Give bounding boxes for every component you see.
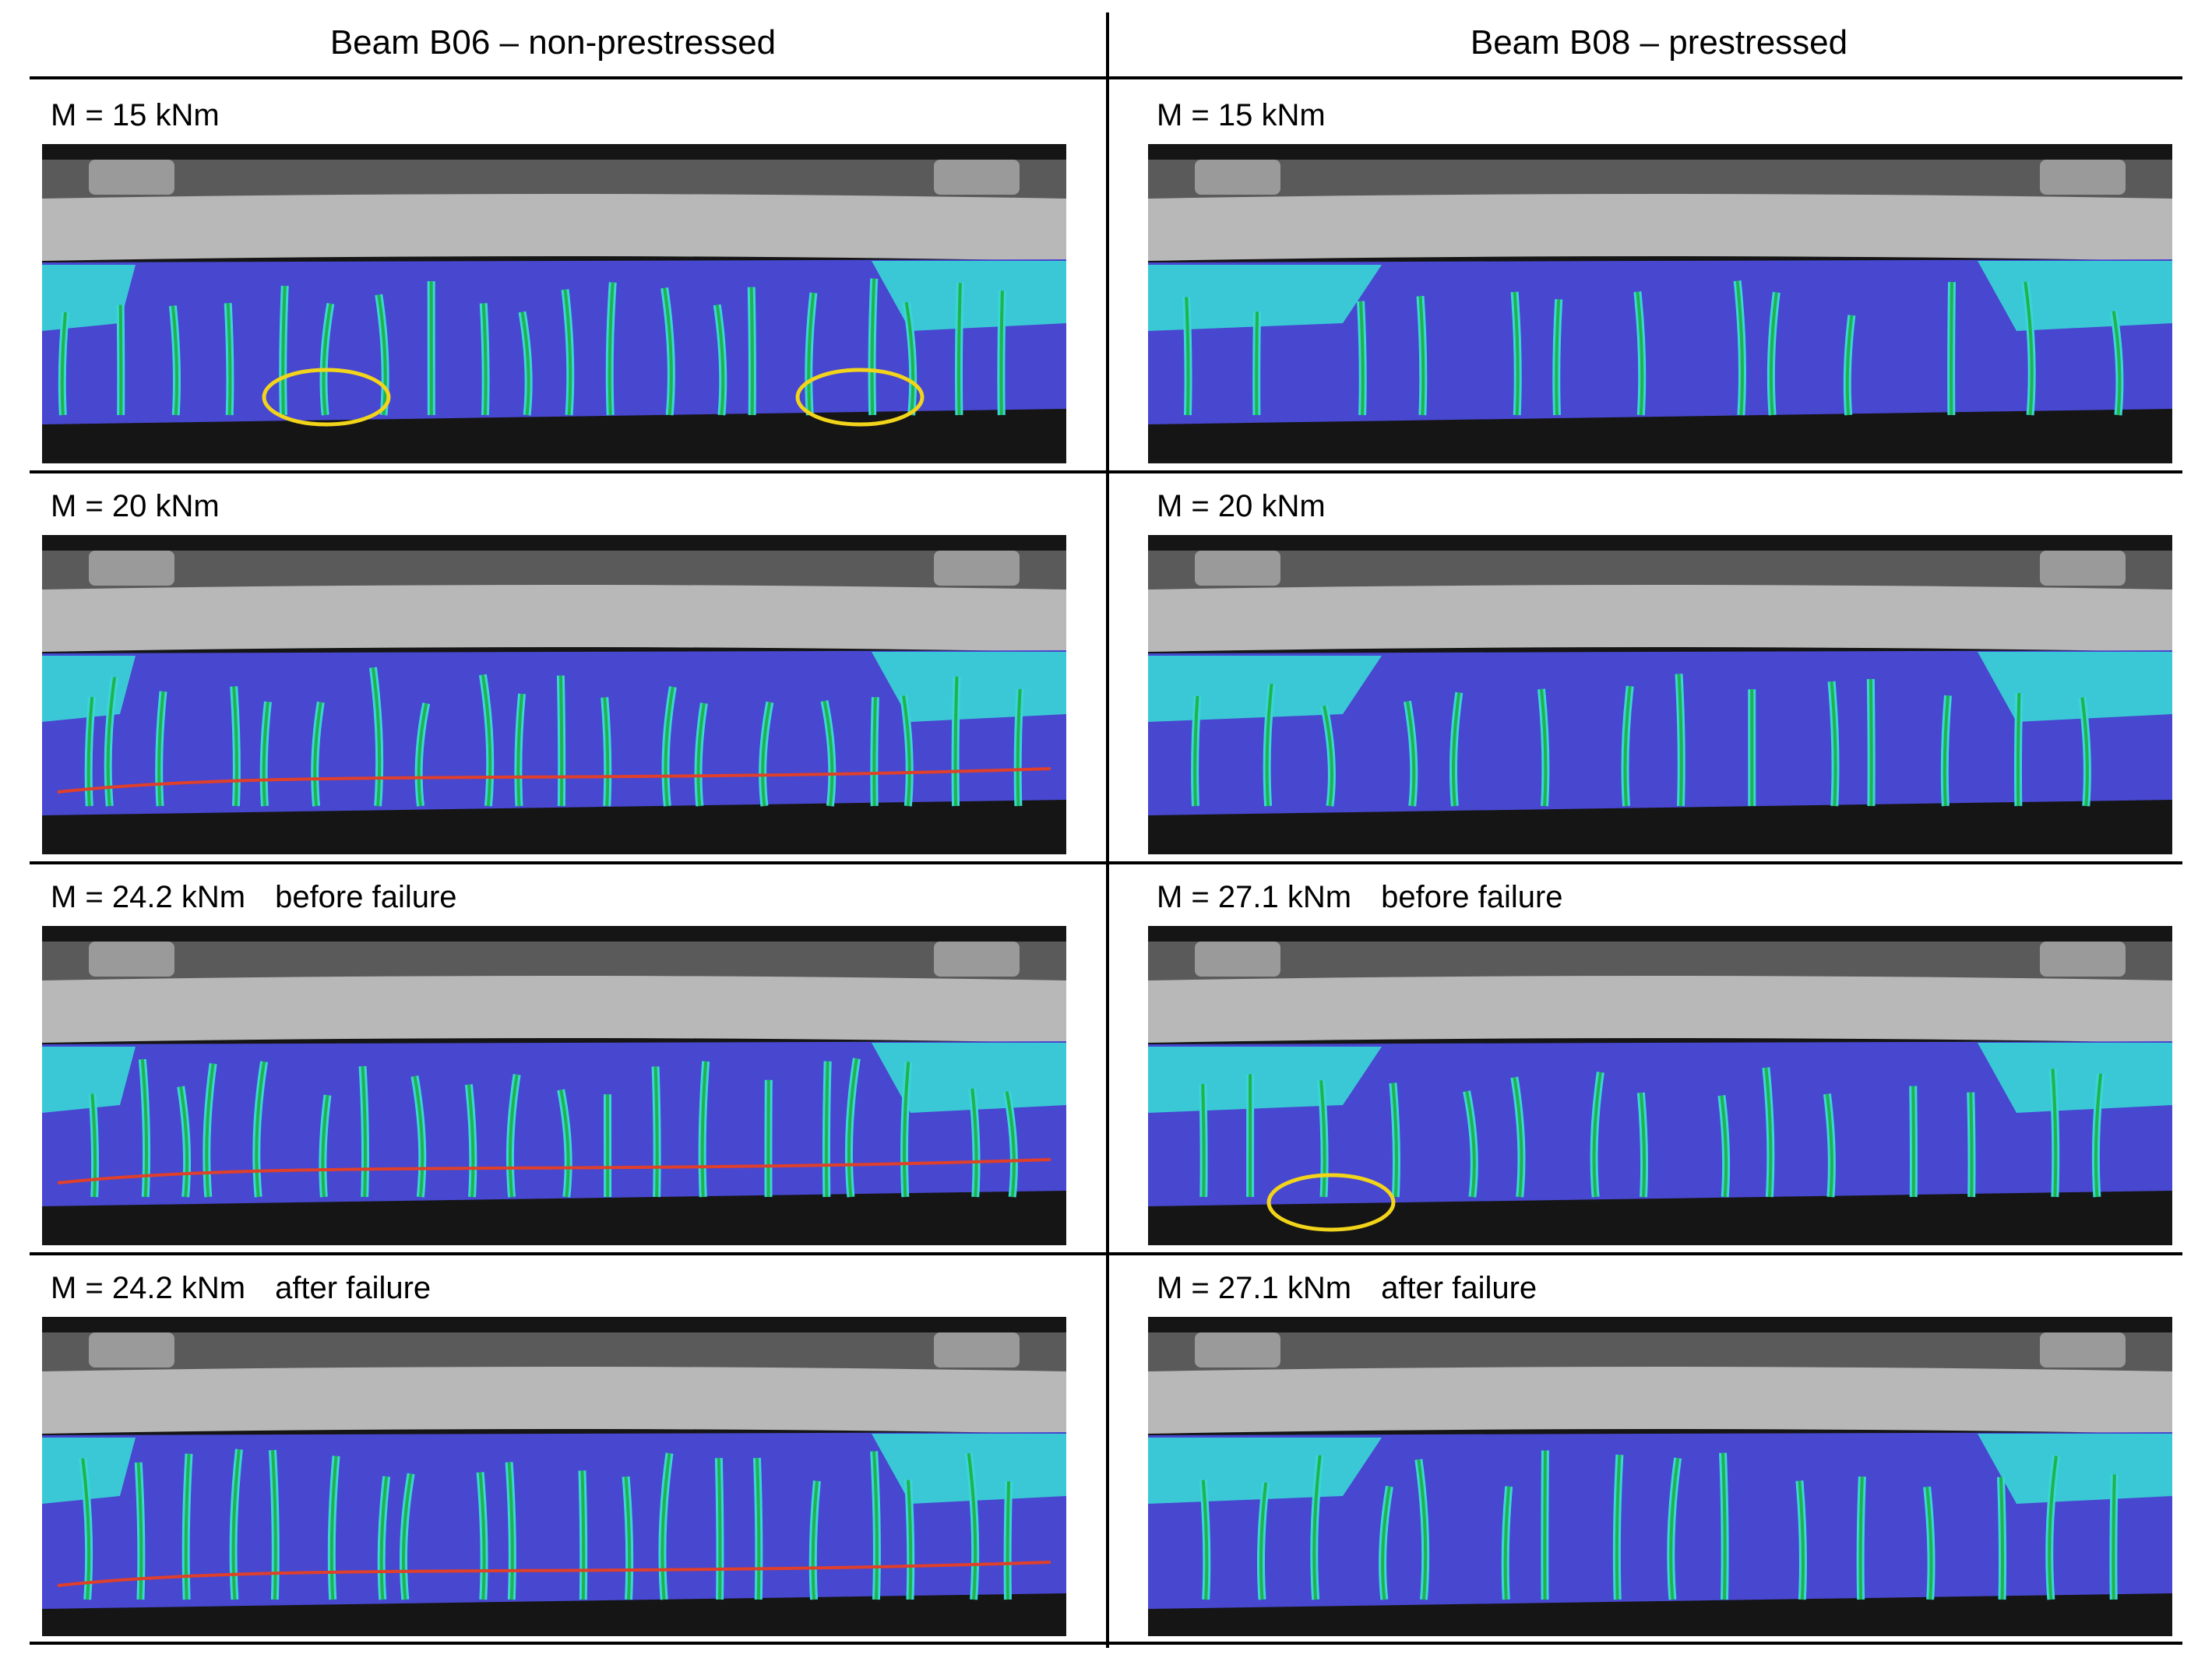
moment: M = 15 kNm: [51, 98, 220, 132]
load-label: M = 27.1 kNm before failure: [1157, 880, 1563, 915]
dic-image: [1148, 144, 2172, 463]
row-rule: [30, 861, 2182, 864]
load-label: M = 20 kNm: [1157, 489, 1326, 524]
moment: M = 24.2 kNm: [51, 880, 246, 914]
dic-image: [1148, 1317, 2172, 1636]
state: after failure: [275, 1271, 431, 1305]
moment: M = 20 kNm: [51, 489, 220, 523]
state: before failure: [275, 880, 457, 914]
dic-image: [42, 926, 1066, 1245]
moment: M = 20 kNm: [1157, 489, 1326, 523]
column-divider: [1106, 12, 1109, 1648]
moment: M = 27.1 kNm: [1157, 1271, 1352, 1305]
moment: M = 24.2 kNm: [51, 1271, 246, 1305]
column-header: Beam B08 – prestressed: [1470, 23, 1848, 62]
dic-image: [42, 144, 1066, 463]
state: after failure: [1381, 1271, 1537, 1305]
moment: M = 15 kNm: [1157, 98, 1326, 132]
load-label: M = 15 kNm: [51, 98, 220, 133]
row-rule: [30, 1642, 2182, 1645]
dic-image: [1148, 926, 2172, 1245]
column-header: Beam B06 – non-prestressed: [329, 23, 777, 62]
load-label: M = 20 kNm: [51, 489, 220, 524]
load-label: M = 24.2 kNm before failure: [51, 880, 457, 915]
load-label: M = 24.2 kNm after failure: [51, 1271, 431, 1306]
row-rule: [30, 470, 2182, 473]
load-label: M = 27.1 kNm after failure: [1157, 1271, 1537, 1306]
dic-image: [42, 1317, 1066, 1636]
state: before failure: [1381, 880, 1563, 914]
dic-image: [1148, 535, 2172, 854]
moment: M = 27.1 kNm: [1157, 880, 1352, 914]
dic-image: [42, 535, 1066, 854]
row-rule: [30, 1252, 2182, 1255]
load-label: M = 15 kNm: [1157, 98, 1326, 133]
